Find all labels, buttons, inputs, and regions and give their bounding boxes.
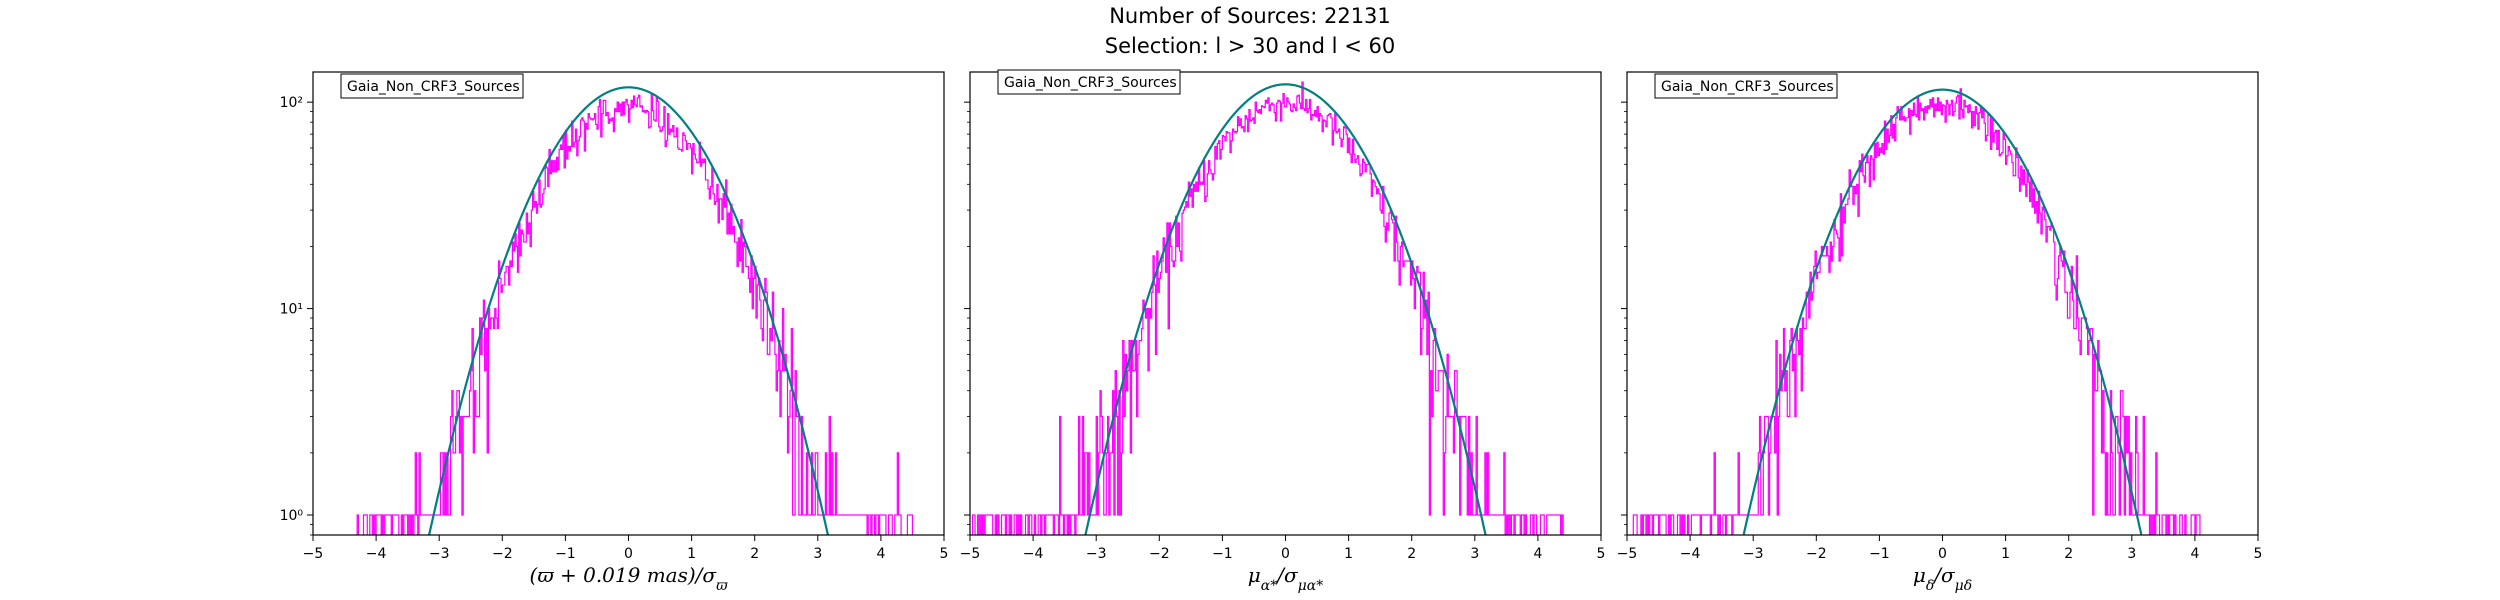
x-tick-label: 1 [1344,546,1353,562]
legend-label: Gaia_Non_CRF3_Sources [347,79,520,95]
x-tick-label: −5 [960,546,981,562]
figure-subtitle: Selection: l > 30 and l < 60 [1104,34,1396,58]
x-tick-label: −5 [1617,546,1638,562]
histogram-series [971,81,1564,535]
x-tick-label: −3 [1743,546,1764,562]
x-tick-label: −1 [1869,546,1890,562]
x-axis-label: μδ/σμδ [1913,563,1972,594]
legend-label: Gaia_Non_CRF3_Sources [1004,75,1177,91]
x-tick-label: −2 [492,546,513,562]
x-axis-label: μα*/σμα* [1248,563,1323,594]
x-tick-label: 3 [813,546,822,562]
figure-title: Number of Sources: 22131 [1109,4,1391,28]
x-tick-label: −5 [303,546,324,562]
x-tick-label: 0 [1938,546,1947,562]
histogram-series [1632,88,2201,535]
x-tick-label: −2 [1806,546,1827,562]
x-tick-label: 1 [687,546,696,562]
legend-label: Gaia_Non_CRF3_Sources [1661,79,1834,95]
x-tick-label: 0 [1281,546,1290,562]
x-tick-label: 5 [1597,546,1606,562]
x-tick-label: −3 [429,546,450,562]
histogram-series [356,93,914,535]
gaussian-fit-curve [428,86,829,535]
axes-frame [1626,71,2259,536]
x-tick-label: 2 [1407,546,1416,562]
plot-area [1632,88,2201,535]
x-tick-label: 2 [750,546,759,562]
x-tick-label: 1 [2001,546,2010,562]
legend-box [340,73,524,99]
plot-area [971,81,1564,535]
x-tick-label: 4 [1533,546,1542,562]
axes-frame [969,71,1602,536]
gaussian-fit-curve [1084,83,1487,535]
x-tick-label: 2 [2064,546,2073,562]
axes-frame [312,71,945,536]
gaussian-fit-curve [1742,88,2143,535]
x-tick-label: −1 [555,546,576,562]
x-tick-label: 5 [940,546,949,562]
x-tick-label: 4 [876,546,885,562]
y-tick-label: 10² [280,95,303,111]
x-tick-label: −2 [1149,546,1170,562]
x-tick-label: 0 [624,546,633,562]
x-tick-label: −4 [366,546,387,562]
x-tick-label: −1 [1212,546,1233,562]
legend-box [997,69,1181,95]
x-tick-label: −4 [1023,546,1044,562]
x-tick-label: 3 [2127,546,2136,562]
x-tick-label: 4 [2190,546,2199,562]
x-tick-label: 3 [1470,546,1479,562]
x-tick-label: −4 [1680,546,1701,562]
y-tick-label: 10⁰ [280,508,304,524]
plot-area [356,86,914,535]
panel-2: −5 −4 −3 −2 −1 0 1 2 3 4 5 Gaia_Non_CRF3_Sources μα*… [960,69,1606,594]
x-tick-label: 5 [2254,546,2263,562]
panel-1: −5 −4 −3 −2 −1 0 1 2 3 4 5 10⁰ 10¹ 10² Gaia_Non_CRF3_S… [280,71,949,594]
legend-box [1654,73,1838,99]
x-tick-label: −3 [1086,546,1107,562]
x-axis-label: (ϖ + 0.019 mas)/σϖ [530,563,729,594]
y-tick-label: 10¹ [280,302,303,318]
panel-3: −5 −4 −3 −2 −1 0 1 2 3 4 5 Gaia_Non_CRF3_Sources μδ/… [1617,71,2263,594]
